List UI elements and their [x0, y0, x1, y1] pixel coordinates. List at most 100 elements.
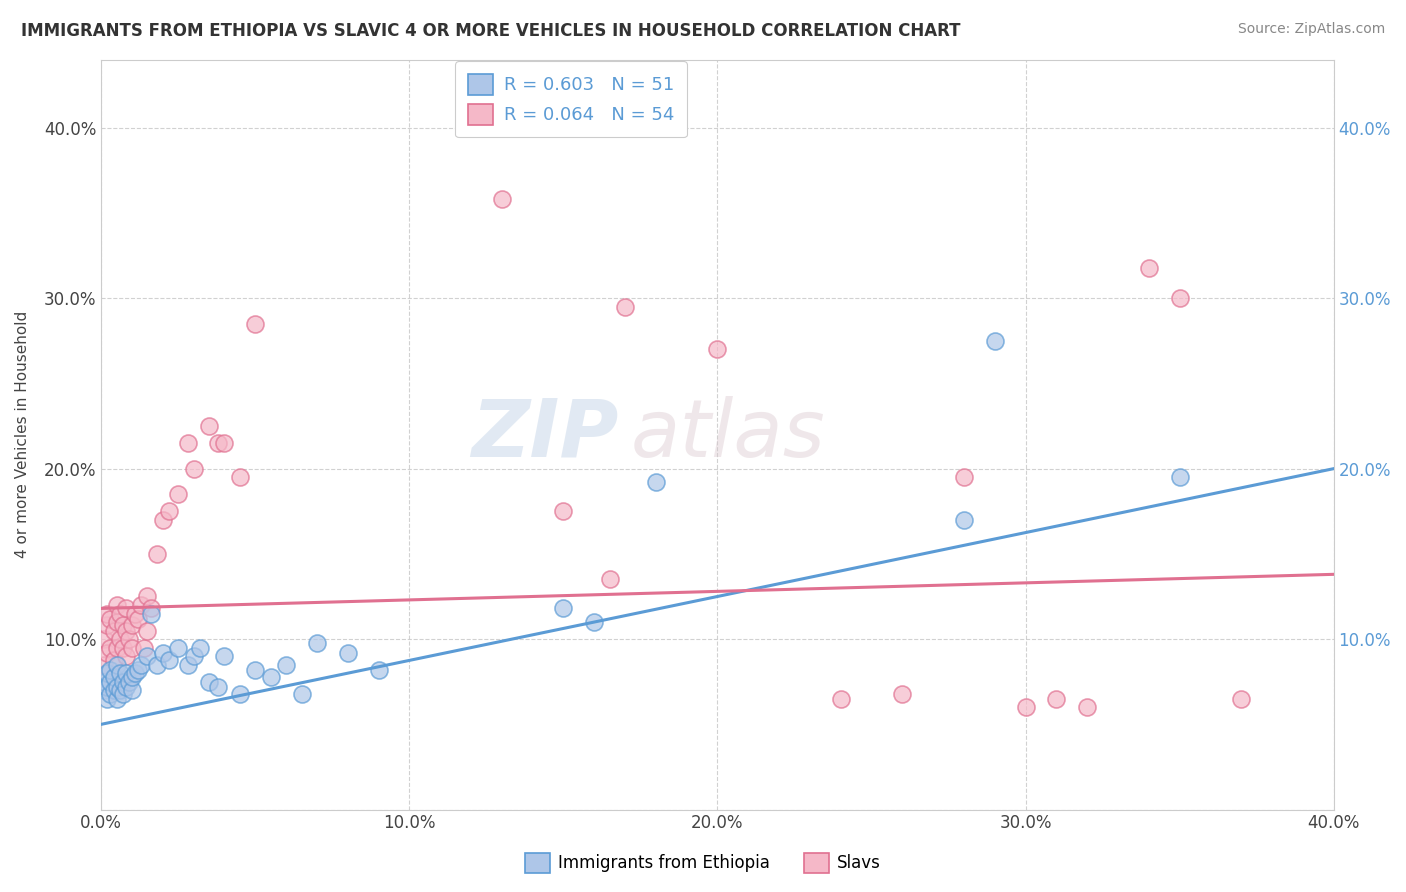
Point — [111, 618, 134, 632]
Point — [157, 652, 180, 666]
Point — [644, 475, 666, 490]
Point — [105, 680, 128, 694]
Point — [96, 666, 118, 681]
Point — [129, 598, 152, 612]
Point — [96, 618, 118, 632]
Point — [1168, 291, 1191, 305]
Point — [136, 590, 159, 604]
Point — [599, 573, 621, 587]
Point — [139, 601, 162, 615]
Point — [105, 598, 128, 612]
Point — [229, 470, 252, 484]
Point — [121, 670, 143, 684]
Text: atlas: atlas — [631, 395, 825, 474]
Point — [260, 670, 283, 684]
Point — [207, 436, 229, 450]
Point — [105, 657, 128, 672]
Point — [103, 624, 125, 638]
Point — [124, 607, 146, 621]
Point — [706, 343, 728, 357]
Point — [100, 640, 122, 655]
Point — [93, 674, 115, 689]
Point — [111, 687, 134, 701]
Point — [103, 652, 125, 666]
Point — [290, 687, 312, 701]
Y-axis label: 4 or more Vehicles in Household: 4 or more Vehicles in Household — [15, 311, 30, 558]
Point — [553, 601, 575, 615]
Point — [214, 436, 236, 450]
Point — [108, 666, 131, 681]
Point — [188, 640, 211, 655]
Point — [198, 419, 221, 434]
Point — [152, 646, 174, 660]
Point — [1076, 700, 1098, 714]
Point — [229, 687, 252, 701]
Point — [953, 470, 976, 484]
Point — [145, 657, 167, 672]
Point — [121, 640, 143, 655]
Point — [108, 683, 131, 698]
Point — [118, 674, 141, 689]
Point — [274, 657, 297, 672]
Point — [121, 683, 143, 698]
Point — [198, 674, 221, 689]
Point — [100, 674, 122, 689]
Point — [115, 601, 138, 615]
Point — [614, 300, 637, 314]
Point — [136, 624, 159, 638]
Point — [183, 461, 205, 475]
Point — [108, 607, 131, 621]
Point — [553, 504, 575, 518]
Point — [96, 646, 118, 660]
Point — [157, 504, 180, 518]
Point — [96, 680, 118, 694]
Point — [111, 640, 134, 655]
Point — [136, 649, 159, 664]
Point — [124, 666, 146, 681]
Point — [336, 646, 359, 660]
Point — [96, 607, 118, 621]
Point — [127, 663, 149, 677]
Point — [115, 649, 138, 664]
Point — [152, 513, 174, 527]
Text: IMMIGRANTS FROM ETHIOPIA VS SLAVIC 4 OR MORE VEHICLES IN HOUSEHOLD CORRELATION C: IMMIGRANTS FROM ETHIOPIA VS SLAVIC 4 OR … — [21, 22, 960, 40]
Point — [983, 334, 1005, 348]
Point — [167, 487, 190, 501]
Point — [830, 691, 852, 706]
Point — [176, 436, 198, 450]
Point — [100, 687, 122, 701]
Point — [176, 657, 198, 672]
Point — [207, 680, 229, 694]
Point — [891, 687, 914, 701]
Point — [367, 663, 389, 677]
Point — [129, 657, 152, 672]
Point — [93, 632, 115, 646]
Point — [115, 666, 138, 681]
Point — [305, 635, 328, 649]
Point — [1168, 470, 1191, 484]
Point — [491, 192, 513, 206]
Text: Source: ZipAtlas.com: Source: ZipAtlas.com — [1237, 22, 1385, 37]
Point — [1230, 691, 1253, 706]
Point — [121, 618, 143, 632]
Point — [105, 640, 128, 655]
Point — [583, 615, 606, 629]
Legend: R = 0.603   N = 51, R = 0.064   N = 54: R = 0.603 N = 51, R = 0.064 N = 54 — [456, 62, 688, 137]
Point — [245, 663, 267, 677]
Point — [1045, 691, 1067, 706]
Point — [103, 683, 125, 698]
Point — [167, 640, 190, 655]
Point — [127, 612, 149, 626]
Point — [105, 691, 128, 706]
Point — [145, 547, 167, 561]
Point — [103, 670, 125, 684]
Point — [245, 317, 267, 331]
Point — [1014, 700, 1036, 714]
Text: ZIP: ZIP — [471, 395, 619, 474]
Point — [183, 649, 205, 664]
Legend: Immigrants from Ethiopia, Slavs: Immigrants from Ethiopia, Slavs — [519, 847, 887, 880]
Point — [139, 607, 162, 621]
Point — [111, 674, 134, 689]
Point — [214, 649, 236, 664]
Point — [93, 683, 115, 698]
